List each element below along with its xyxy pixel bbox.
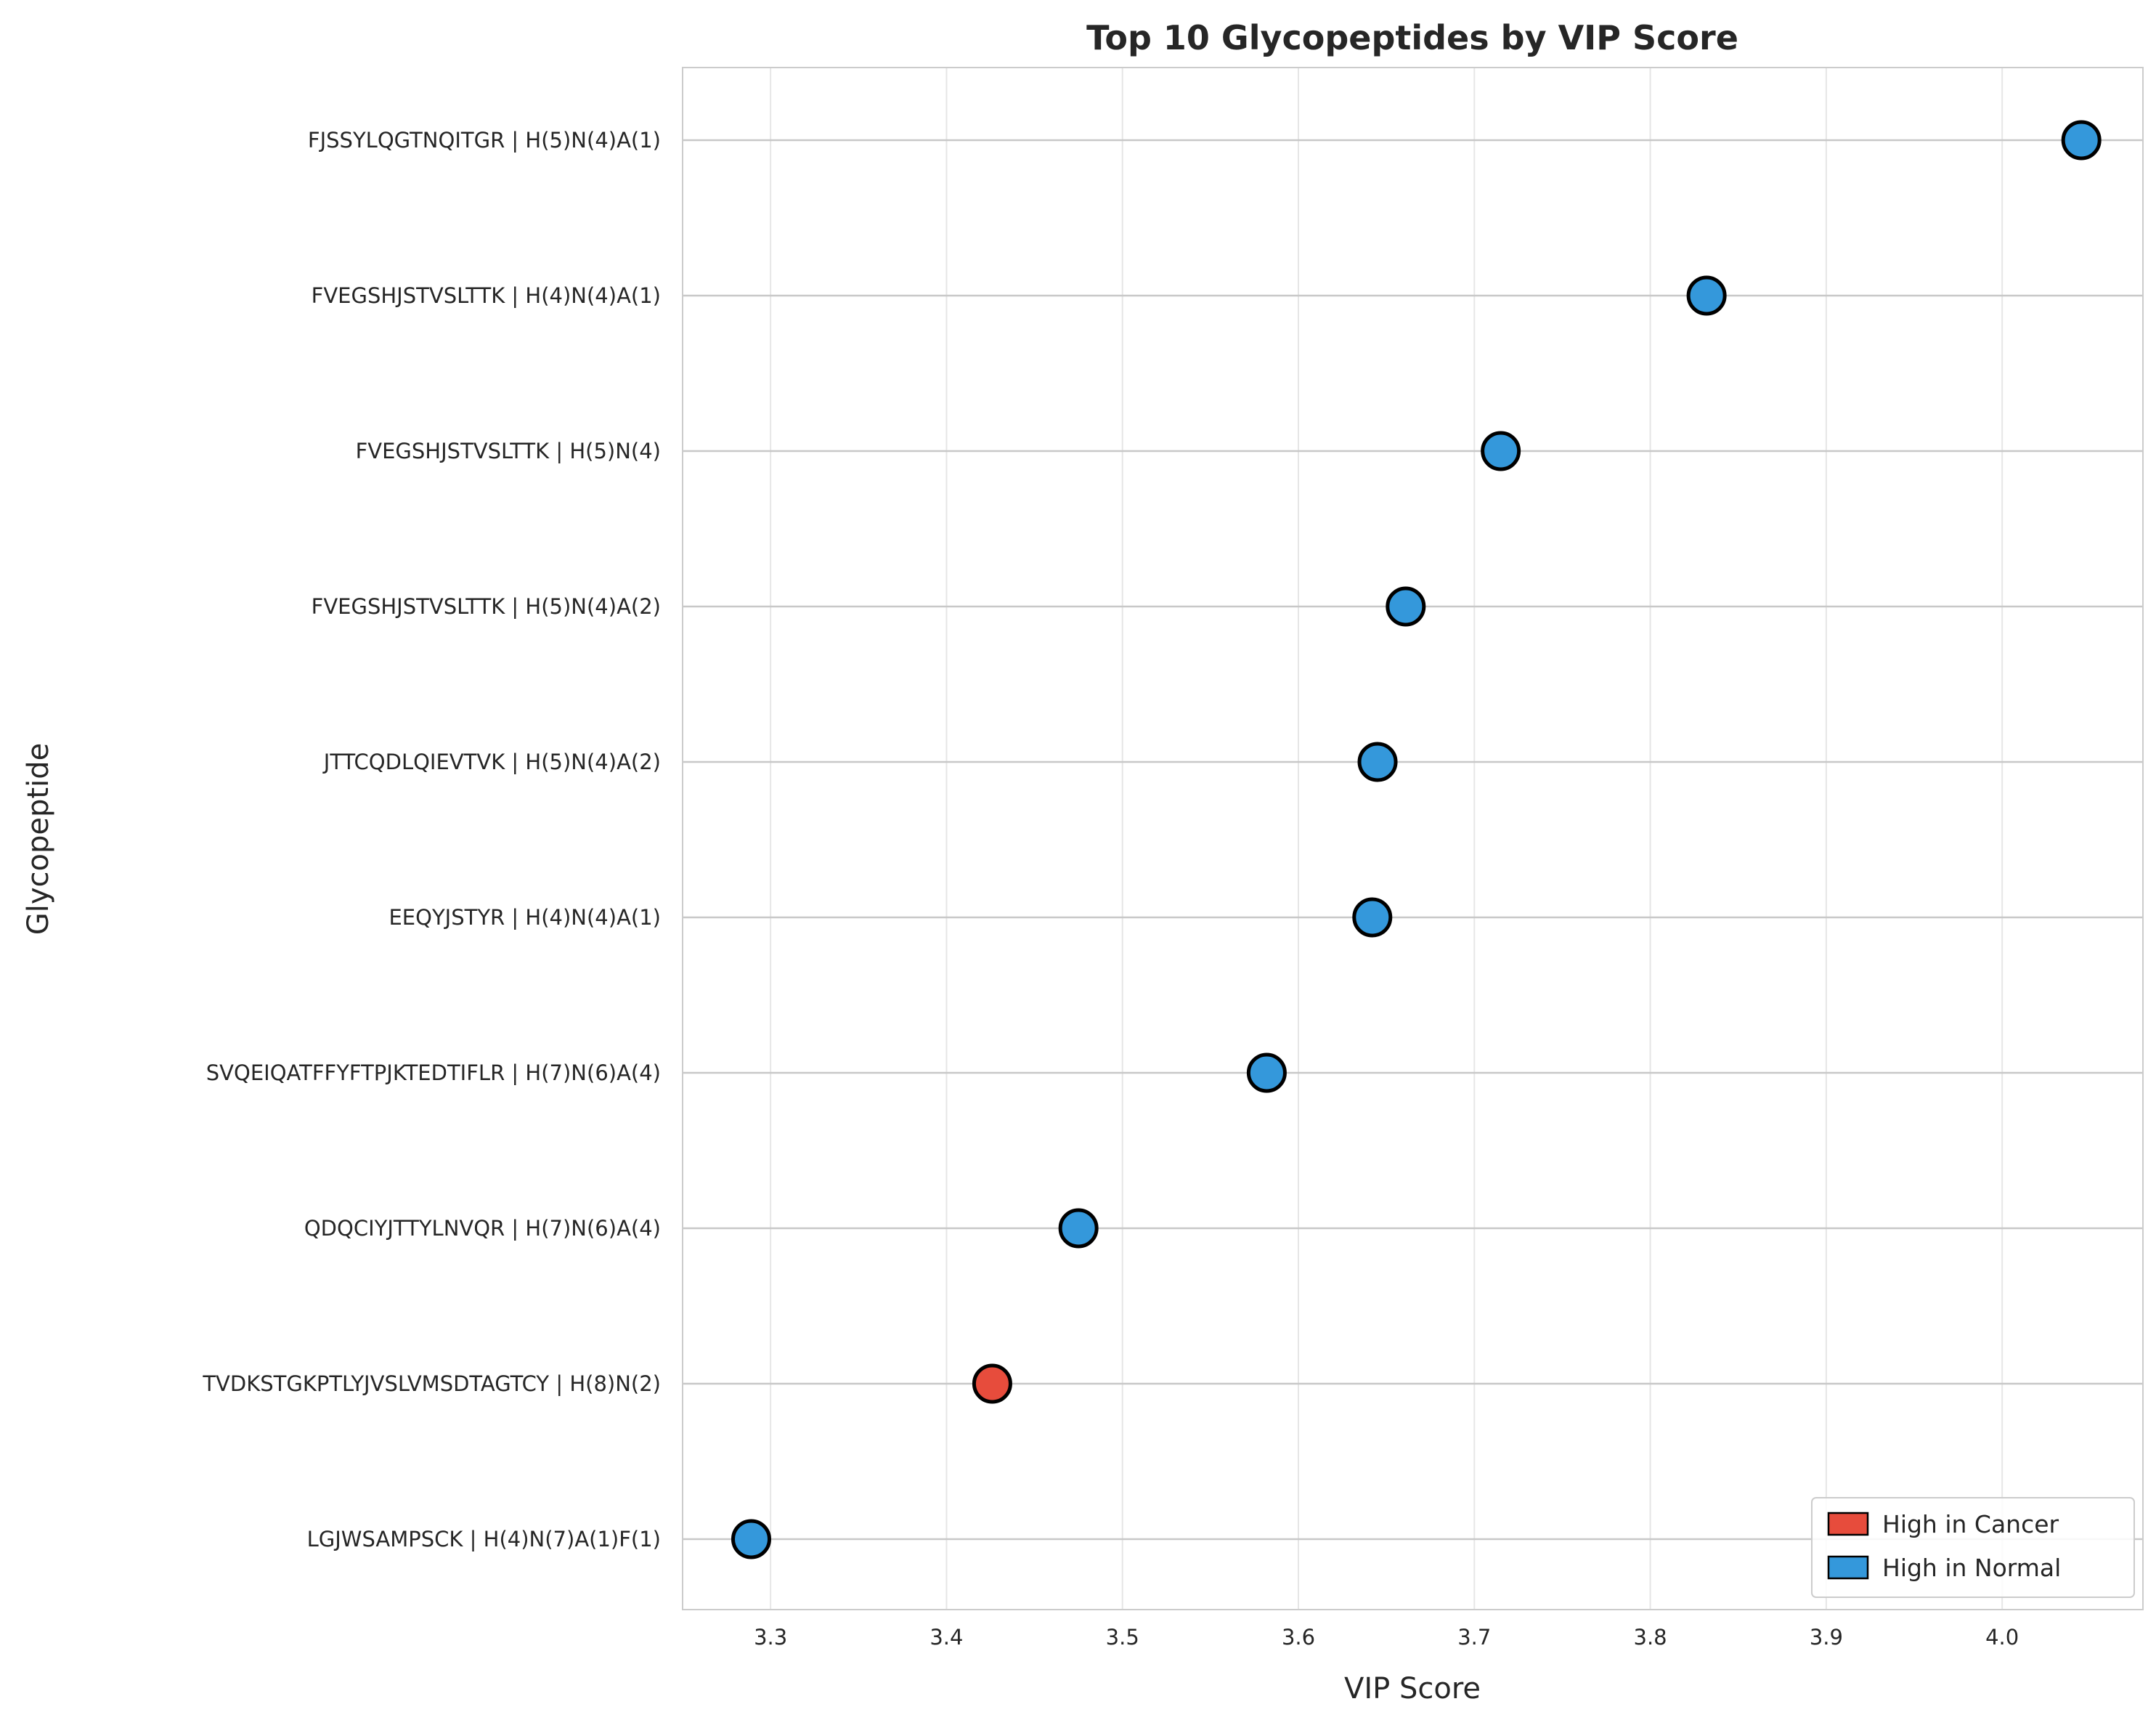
legend-swatch-normal [1827, 1555, 1869, 1580]
data-point-normal [2061, 120, 2102, 161]
legend-label-normal: High in Normal [1882, 1554, 2061, 1582]
y-tick-label: QDQCIYJTTYLNVQR | H(7)N(6)A(4) [304, 1216, 661, 1241]
data-point-normal [1357, 742, 1398, 782]
y-tick-label: FJSSYLQGTNQITGR | H(5)N(4)A(1) [308, 128, 661, 153]
x-tick-label: 3.6 [1282, 1625, 1315, 1650]
y-tick-label: FVEGSHJSTVSLTTK | H(5)N(4) [356, 439, 661, 463]
y-tick-label: JTTCQDLQIEVTVK | H(5)N(4)A(2) [322, 750, 661, 774]
y-tick-label: TVDKSTGKPTLYJVSLVMSDTAGTCY | H(8)N(2) [202, 1371, 661, 1396]
data-point-normal [1352, 897, 1393, 938]
y-tick-label: FVEGSHJSTVSLTTK | H(5)N(4)A(2) [312, 594, 661, 619]
x-tick-label: 3.7 [1457, 1625, 1491, 1650]
x-tick-label: 4.0 [1985, 1625, 2019, 1650]
y-tick-label: EEQYJSTYR | H(4)N(4)A(1) [389, 905, 661, 930]
points-layer [731, 120, 2102, 1559]
y-axis-label: Glycopeptide [22, 743, 55, 935]
x-tick-label: 3.8 [1634, 1625, 1667, 1650]
x-tick-label: 3.9 [1810, 1625, 1843, 1650]
legend-frame [1811, 1497, 2135, 1598]
y-tick-label: FVEGSHJSTVSLTTK | H(4)N(4)A(1) [312, 283, 661, 308]
x-tick-label: 3.5 [1106, 1625, 1139, 1650]
grid-layer [683, 68, 2143, 1610]
legend-label-cancer: High in Cancer [1882, 1510, 2059, 1538]
plot-frame [682, 67, 2144, 1610]
data-point-normal [1686, 275, 1727, 316]
data-point-normal [1386, 586, 1426, 627]
y-tick-label: LGJWSAMPSCK | H(4)N(7)A(1)F(1) [307, 1527, 661, 1551]
data-point-normal [1058, 1208, 1099, 1249]
data-point-normal [1246, 1052, 1287, 1093]
legend: High in Cancer High in Normal [1811, 1497, 2135, 1598]
x-tick-label: 3.4 [929, 1625, 963, 1650]
y-tick-labels: FJSSYLQGTNQITGR | H(5)N(4)A(1) FVEGSHJSTV… [202, 128, 661, 1551]
x-tick-labels: 3.3 3.4 3.5 3.6 3.7 3.8 3.9 4.0 [754, 1625, 2019, 1650]
data-point-cancer [972, 1363, 1012, 1404]
data-point-normal [731, 1519, 771, 1559]
legend-swatch-cancer [1827, 1512, 1869, 1536]
chart-title: Top 10 Glycopeptides by VIP Score [1086, 18, 1738, 57]
data-point-normal [1481, 431, 1521, 471]
x-tick-label: 3.3 [754, 1625, 787, 1650]
y-tick-label: SVQEIQATFFYFTPJKTEDTIFLR | H(7)N(6)A(4) [206, 1060, 661, 1085]
x-axis-label: VIP Score [1344, 1672, 1481, 1705]
